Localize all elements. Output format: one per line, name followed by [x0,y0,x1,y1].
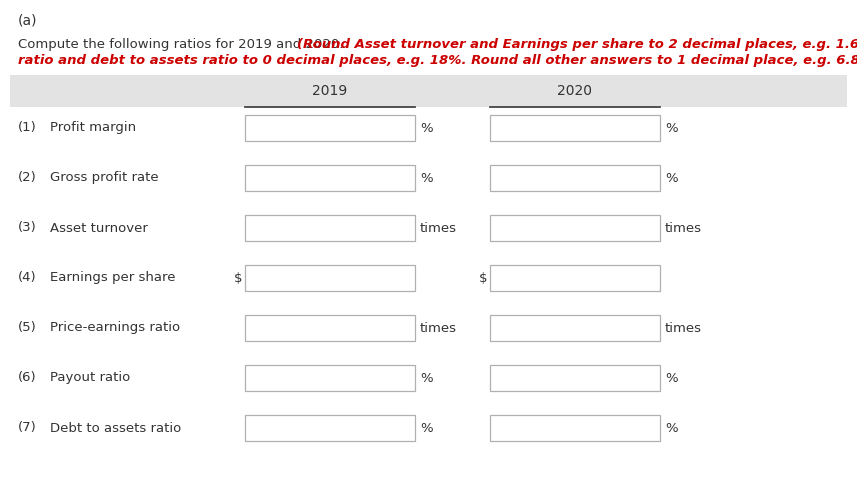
Text: times: times [665,222,702,235]
Bar [245,215,415,241]
Text: (1): (1) [18,121,37,135]
Text: Earnings per share: Earnings per share [50,271,176,284]
Text: (4): (4) [18,271,37,284]
Bar [245,365,415,391]
Bar [490,415,660,441]
Text: (6): (6) [18,371,37,385]
Bar [490,165,660,191]
Text: Payout ratio: Payout ratio [50,371,130,385]
Text: ratio and debt to assets ratio to 0 decimal places, e.g. 18%. Round all other an: ratio and debt to assets ratio to 0 deci… [18,54,857,67]
Text: %: % [420,421,433,434]
Text: (7): (7) [18,421,37,434]
Bar [10,75,847,107]
Bar [245,415,415,441]
Text: %: % [665,121,678,135]
Text: %: % [420,371,433,385]
Text: %: % [665,371,678,385]
Text: (5): (5) [18,322,37,334]
Bar [245,315,415,341]
Text: times: times [420,222,457,235]
Bar [245,265,415,291]
Bar [490,215,660,241]
Text: %: % [665,171,678,184]
Text: (a): (a) [18,14,38,28]
Text: $: $ [233,271,242,284]
Text: $: $ [478,271,487,284]
Text: Price-earnings ratio: Price-earnings ratio [50,322,180,334]
Text: %: % [420,121,433,135]
Text: %: % [420,171,433,184]
Text: Debt to assets ratio: Debt to assets ratio [50,421,181,434]
Bar [490,365,660,391]
Bar [490,315,660,341]
Text: Asset turnover: Asset turnover [50,222,148,235]
Text: 2020: 2020 [558,84,592,98]
Text: %: % [665,421,678,434]
Bar [245,115,415,141]
Bar [490,115,660,141]
Text: (Round Asset turnover and Earnings per share to 2 decimal places, e.g. 1.65. Rou: (Round Asset turnover and Earnings per s… [297,38,857,51]
Text: Gross profit rate: Gross profit rate [50,171,159,184]
Text: Profit margin: Profit margin [50,121,136,135]
Bar [245,165,415,191]
Text: (2): (2) [18,171,37,184]
Text: times: times [420,322,457,334]
Text: 2019: 2019 [312,84,348,98]
Text: (3): (3) [18,222,37,235]
Text: times: times [665,322,702,334]
Bar [490,265,660,291]
Text: Compute the following ratios for 2019 and 2020.: Compute the following ratios for 2019 an… [18,38,348,51]
